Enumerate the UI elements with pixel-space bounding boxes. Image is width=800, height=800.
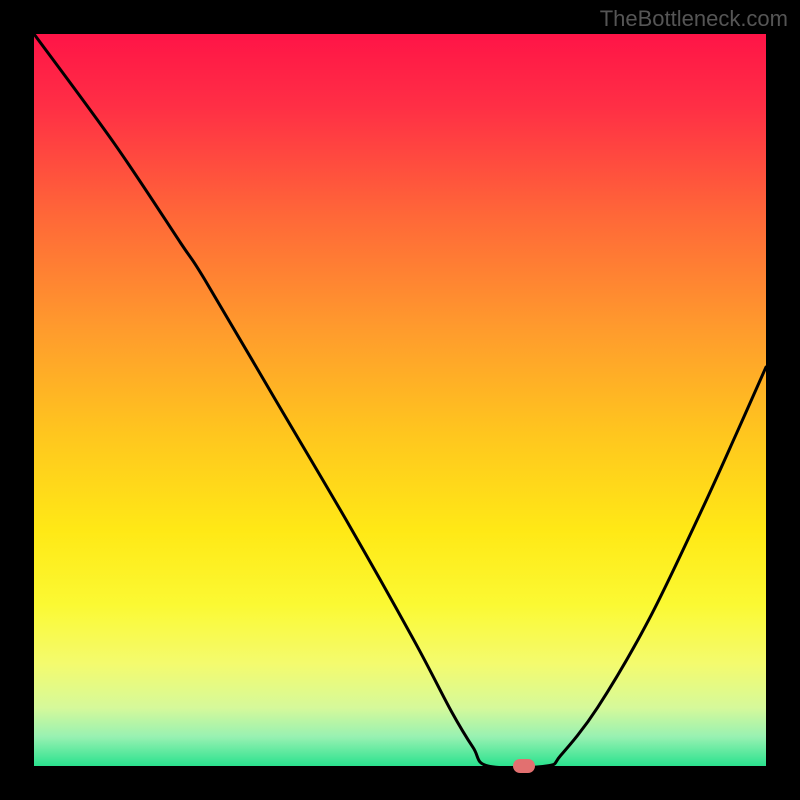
watermark-label: TheBottleneck.com [600, 6, 788, 32]
optimal-marker [513, 759, 535, 773]
chart-svg [34, 34, 766, 766]
bottleneck-chart [34, 34, 766, 766]
chart-background [34, 34, 766, 766]
